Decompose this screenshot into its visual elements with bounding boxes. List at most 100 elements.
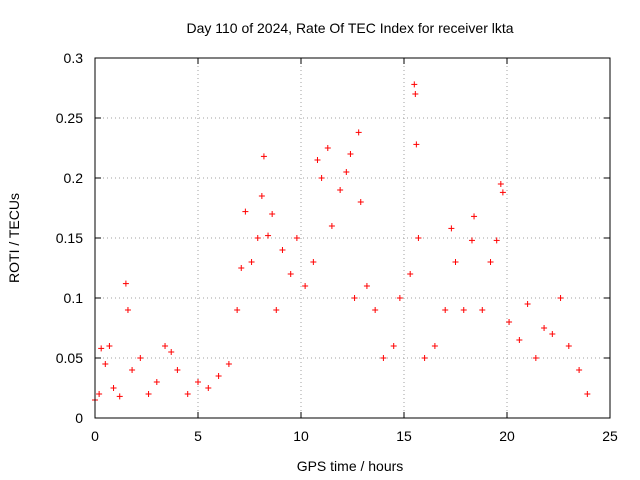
data-point: [314, 157, 321, 163]
data-point: [293, 235, 300, 241]
data-point: [145, 391, 152, 397]
data-points: [92, 81, 591, 403]
y-tick-label: 0.15: [56, 230, 83, 246]
data-point: [497, 181, 504, 187]
data-point: [479, 307, 486, 313]
axes: [94, 57, 611, 419]
data-point: [431, 343, 438, 349]
data-point: [269, 211, 276, 217]
data-point: [452, 259, 459, 265]
data-point: [442, 307, 449, 313]
data-point: [415, 235, 422, 241]
data-point: [499, 189, 506, 196]
data-point: [351, 295, 358, 301]
data-point: [254, 235, 261, 241]
data-point: [549, 331, 556, 337]
y-tick-label: 0.1: [64, 290, 84, 306]
data-point: [238, 265, 245, 271]
data-point: [260, 153, 267, 160]
data-point: [310, 259, 317, 265]
grid-lines: [95, 58, 610, 418]
y-tick-label: 0.25: [56, 110, 83, 126]
data-point: [96, 391, 103, 397]
data-point: [184, 391, 191, 397]
x-axis-label: GPS time / hours: [297, 458, 404, 474]
data-point: [215, 373, 222, 379]
chart-title: Day 110 of 2024, Rate Of TEC Index for r…: [186, 20, 513, 36]
data-point: [411, 81, 418, 88]
data-point: [124, 307, 131, 313]
x-tick-label: 15: [396, 428, 412, 444]
x-tick-label: 5: [194, 428, 202, 444]
data-point: [347, 151, 354, 157]
data-point: [390, 343, 397, 349]
data-point: [106, 343, 113, 349]
data-point: [273, 307, 280, 313]
y-tick-label: 0.3: [64, 50, 84, 66]
data-point: [487, 259, 494, 265]
data-point: [396, 295, 403, 301]
data-point: [258, 193, 265, 199]
data-point: [318, 175, 325, 181]
data-point: [153, 379, 160, 385]
data-point: [413, 141, 420, 148]
data-point: [460, 307, 467, 313]
data-point: [380, 355, 387, 361]
data-point: [584, 391, 591, 397]
data-point: [225, 361, 232, 367]
x-tick-label: 0: [91, 428, 99, 444]
data-point: [565, 343, 572, 349]
data-point: [372, 307, 379, 313]
data-point: [343, 169, 350, 175]
data-point: [137, 355, 144, 361]
data-point: [524, 301, 531, 307]
data-point: [412, 91, 419, 97]
x-tick-label: 20: [499, 428, 515, 444]
data-point: [576, 367, 583, 373]
tick-labels: 0 5 10 15 20 25 0 0.05 0.1 0.15 0.2 0.25 0.3: [56, 50, 618, 444]
data-point: [516, 337, 523, 343]
data-point: [471, 213, 478, 220]
data-point: [195, 379, 201, 385]
data-point: [407, 271, 414, 277]
data-point: [116, 393, 123, 400]
data-point: [98, 345, 105, 352]
data-point: [174, 367, 181, 373]
data-point: [242, 208, 249, 215]
data-point: [448, 225, 455, 232]
data-point: [102, 361, 109, 367]
data-point: [541, 325, 548, 331]
data-point: [506, 319, 513, 325]
data-point: [357, 199, 364, 205]
data-point: [355, 129, 362, 136]
data-point: [122, 280, 129, 287]
data-point: [168, 349, 175, 355]
data-point: [532, 355, 539, 361]
data-point: [337, 187, 344, 193]
data-point: [421, 355, 428, 361]
y-tick-label: 0: [75, 410, 83, 426]
data-point: [363, 283, 370, 289]
x-tick-label: 10: [293, 428, 309, 444]
plot-frame: [94, 57, 611, 419]
data-point: [493, 237, 500, 244]
data-point: [287, 271, 294, 277]
y-tick-label: 0.05: [56, 350, 83, 366]
data-point: [302, 283, 309, 289]
data-point: [279, 247, 286, 253]
data-point: [557, 295, 564, 301]
y-tick-label: 0.2: [64, 170, 84, 186]
data-point: [468, 237, 475, 244]
data-point: [248, 259, 255, 265]
data-point: [328, 223, 335, 229]
data-point: [110, 385, 117, 391]
data-point: [205, 385, 212, 391]
data-point: [265, 232, 272, 239]
data-point: [324, 145, 331, 151]
y-axis-label: ROTI / TECUs: [6, 193, 22, 283]
x-tick-label: 25: [602, 428, 618, 444]
data-point: [129, 367, 136, 373]
data-point: [162, 343, 169, 349]
data-point: [234, 307, 241, 313]
